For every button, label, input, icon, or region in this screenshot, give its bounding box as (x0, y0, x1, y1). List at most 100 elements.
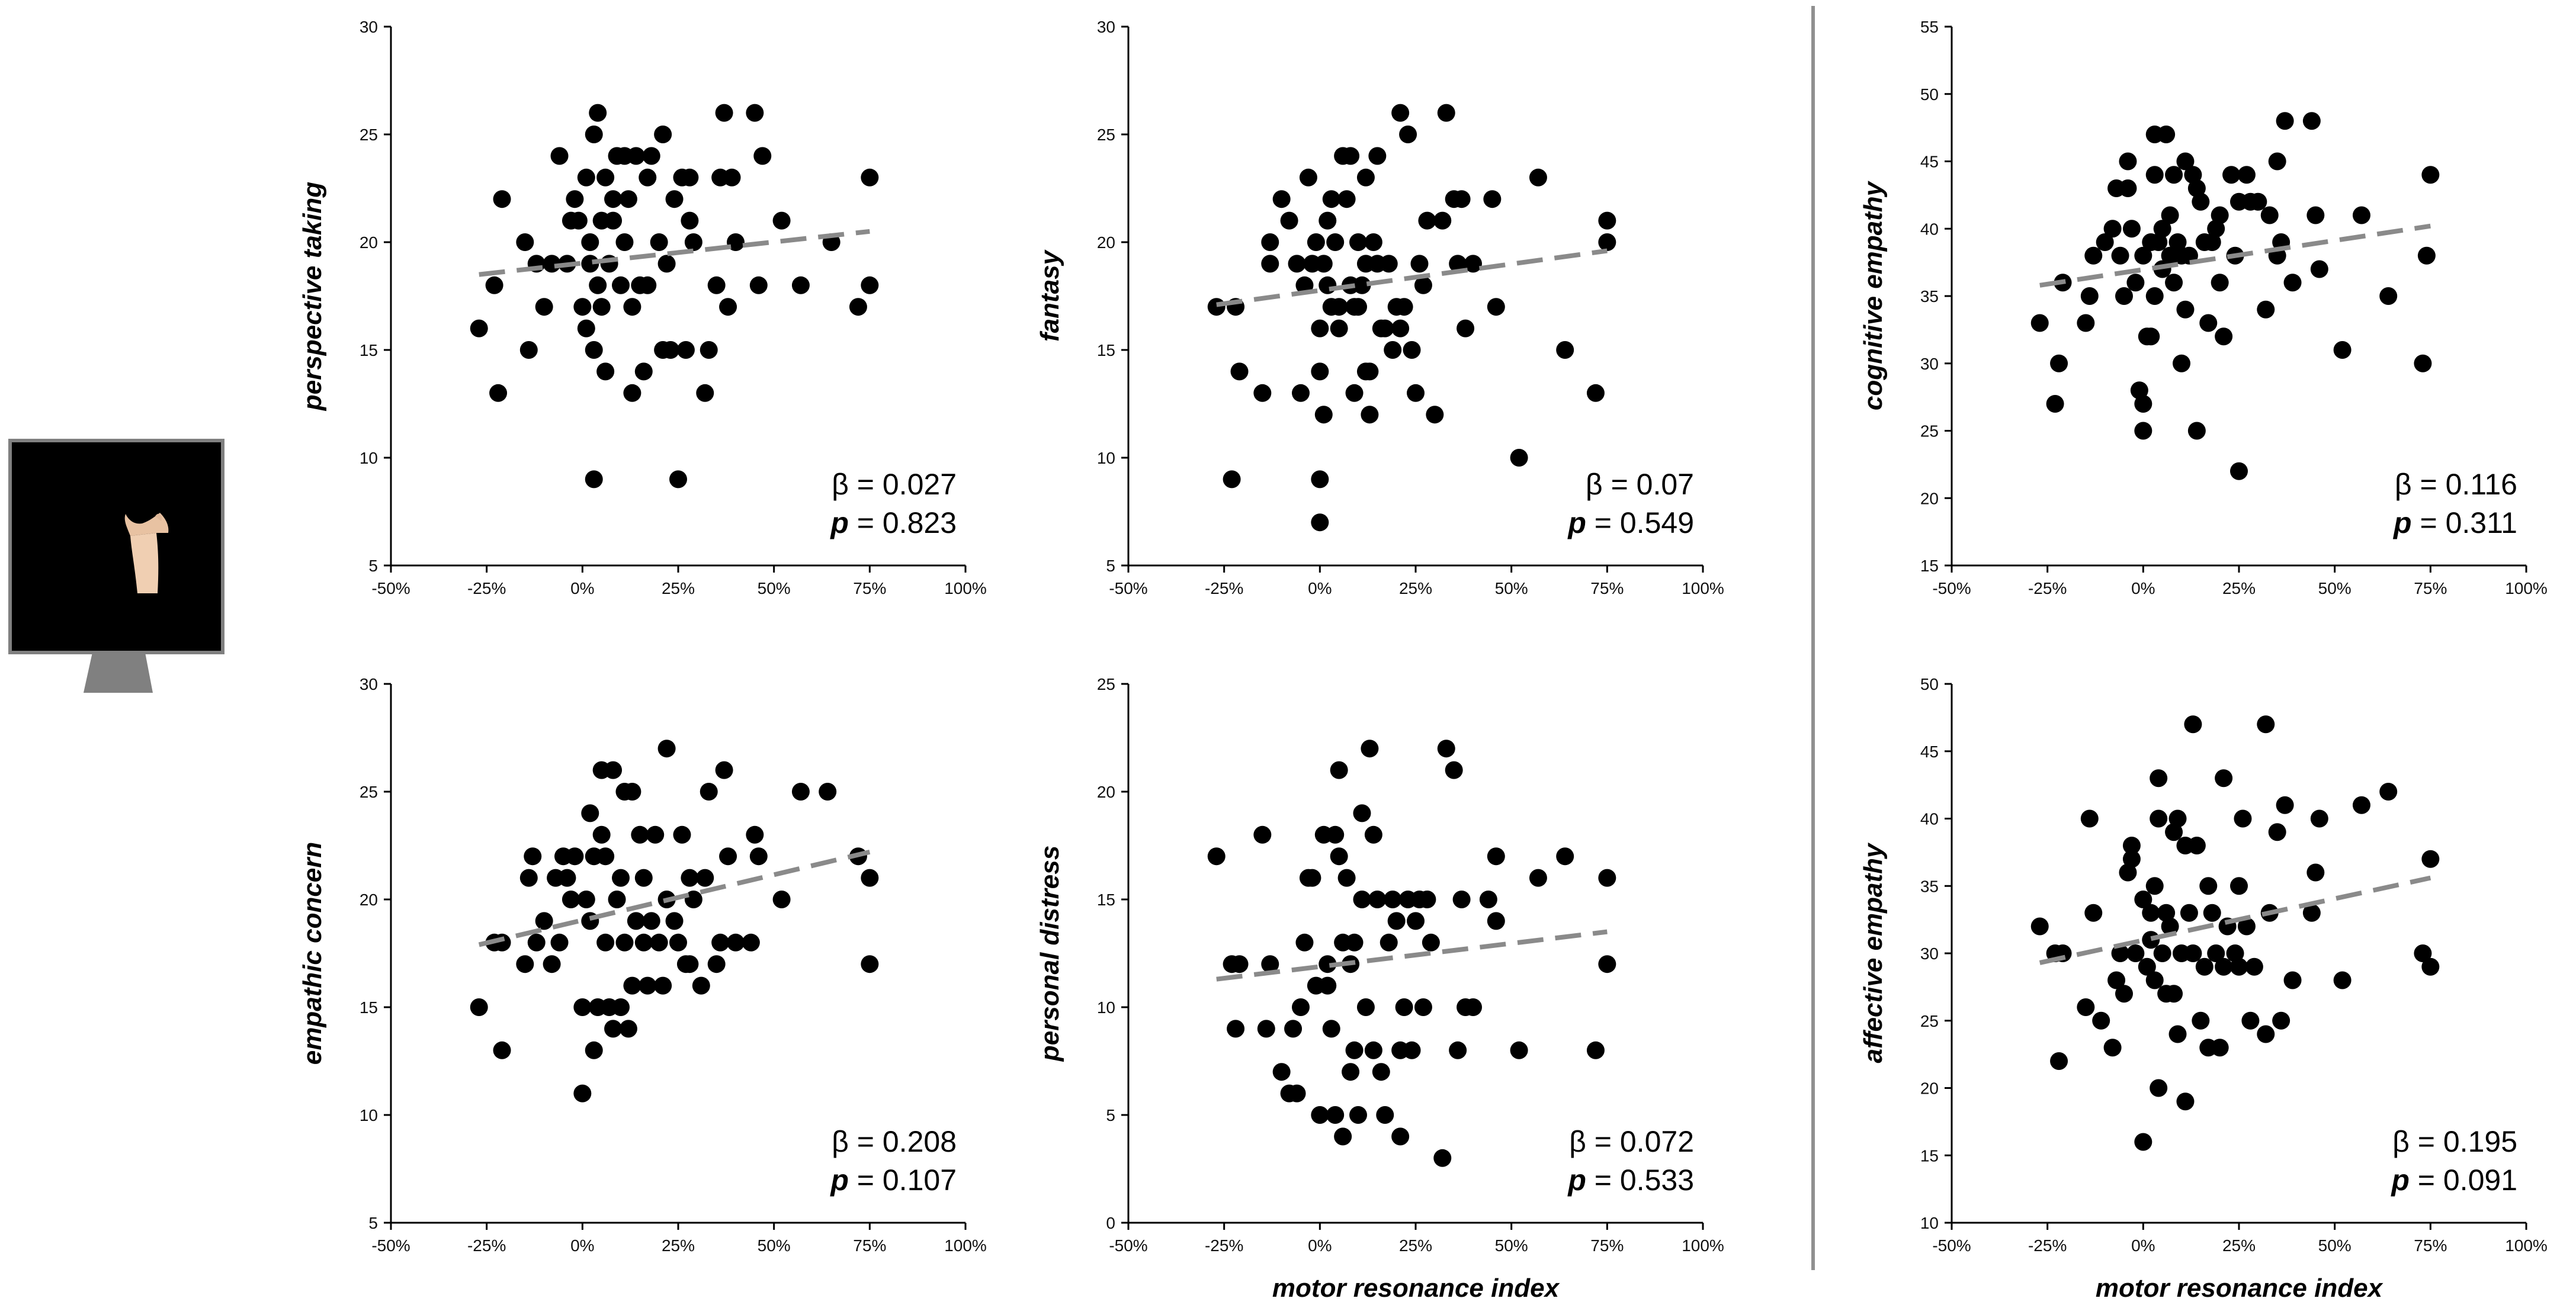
data-point (1322, 190, 1340, 208)
y-tick-label: 30 (1097, 18, 1115, 36)
data-point (596, 847, 615, 866)
data-point (1376, 1106, 1394, 1124)
data-point (1556, 341, 1574, 359)
data-point (619, 1020, 637, 1038)
data-point (681, 168, 699, 187)
data-point (2352, 206, 2370, 224)
data-point (1364, 233, 1382, 251)
data-point (723, 168, 741, 187)
data-point (1295, 933, 1314, 952)
x-tick-label: 25% (2222, 1236, 2256, 1255)
x-tick-label: 50% (758, 579, 791, 597)
points-group (1207, 104, 1616, 532)
y-tick-label: 10 (1097, 998, 1115, 1017)
data-point (1292, 998, 1310, 1016)
chart-affective-empathy: 10 15 20 25 30 35 40 45 50 -50% -25% 0% 25% 50% 75% 100… (1859, 675, 2548, 1303)
y-tick-label: 35 (1920, 877, 1939, 895)
data-point (634, 362, 653, 381)
data-point (1437, 104, 1455, 122)
data-point (719, 298, 737, 316)
data-point (1487, 847, 1505, 866)
points-group (2030, 715, 2440, 1151)
data-point (2080, 287, 2099, 305)
data-point (707, 276, 726, 294)
points-group (470, 740, 879, 1103)
data-point (519, 869, 538, 887)
data-point (861, 168, 879, 187)
data-point (2414, 944, 2432, 962)
data-point (2165, 166, 2183, 184)
beta-symbol: β = (832, 1125, 883, 1158)
data-point (2103, 220, 2122, 238)
data-point (1464, 255, 1482, 273)
data-point (2145, 971, 2164, 989)
data-point (2272, 1011, 2291, 1030)
data-point (1280, 211, 1298, 230)
data-point (700, 783, 718, 801)
monitor-with-hand-icon (8, 439, 224, 693)
x-tick-label: -50% (1932, 1236, 1971, 1255)
data-point (2153, 944, 2171, 962)
data-point (2145, 877, 2164, 895)
data-point (1230, 955, 1249, 973)
data-point (1230, 362, 1249, 381)
data-point (1598, 955, 1616, 973)
beta-stat: β = 0.07 (1586, 468, 1694, 501)
data-point (1598, 211, 1616, 230)
data-point (2115, 287, 2133, 305)
data-point (669, 470, 687, 489)
data-point (2126, 274, 2145, 292)
data-point (592, 825, 611, 844)
data-point (1437, 740, 1455, 758)
data-point (849, 298, 867, 316)
data-point (2211, 274, 2229, 292)
data-point (2257, 715, 2275, 734)
data-point (707, 955, 726, 973)
p-value: 0.823 (883, 506, 957, 539)
data-point (527, 933, 546, 952)
data-point (2207, 944, 2225, 962)
data-point (1345, 384, 1364, 402)
y-tick-label: 40 (1920, 220, 1939, 238)
chart-empathic-concern: 5 10 15 20 25 30 -50% -25% 0% 25% 50% 75% 100% empath… (298, 675, 987, 1255)
data-point (1356, 168, 1375, 187)
y-tick-label: 15 (1920, 557, 1939, 575)
data-point (727, 933, 745, 952)
x-tick-label: 25% (1399, 1236, 1432, 1255)
data-point (684, 233, 702, 251)
data-point (2333, 971, 2352, 989)
y-tick-label: 35 (1920, 287, 1939, 306)
p-symbol: p (829, 1164, 849, 1197)
y-tick-label: 20 (360, 891, 378, 909)
data-point (2130, 381, 2148, 400)
data-point (581, 255, 599, 273)
data-point (742, 933, 760, 952)
data-point (573, 298, 592, 316)
data-point (2199, 877, 2218, 895)
data-point (577, 168, 595, 187)
data-point (1345, 933, 1364, 952)
p-symbol: p (1567, 506, 1586, 539)
data-point (1457, 319, 1475, 338)
x-tick-label: 100% (1682, 1236, 1724, 1255)
y-axis-label: affective empathy (1859, 842, 1888, 1063)
trend-line (1216, 248, 1608, 307)
p-value: 0.549 (1620, 506, 1694, 539)
data-point (650, 233, 668, 251)
data-point (550, 147, 569, 165)
data-point (1376, 319, 1394, 338)
data-point (2203, 904, 2221, 922)
beta-value: 0.027 (883, 468, 957, 501)
data-point (746, 825, 764, 844)
data-point (2276, 112, 2294, 130)
data-point (1407, 912, 1425, 930)
data-point (2184, 166, 2202, 184)
data-point (566, 190, 584, 208)
y-tick-label: 30 (360, 675, 378, 693)
data-point (673, 825, 691, 844)
data-point (2077, 998, 2095, 1016)
beta-value: 0.07 (1637, 468, 1694, 501)
data-point (1311, 1106, 1329, 1124)
data-point (2096, 233, 2114, 251)
data-point (2187, 422, 2206, 440)
